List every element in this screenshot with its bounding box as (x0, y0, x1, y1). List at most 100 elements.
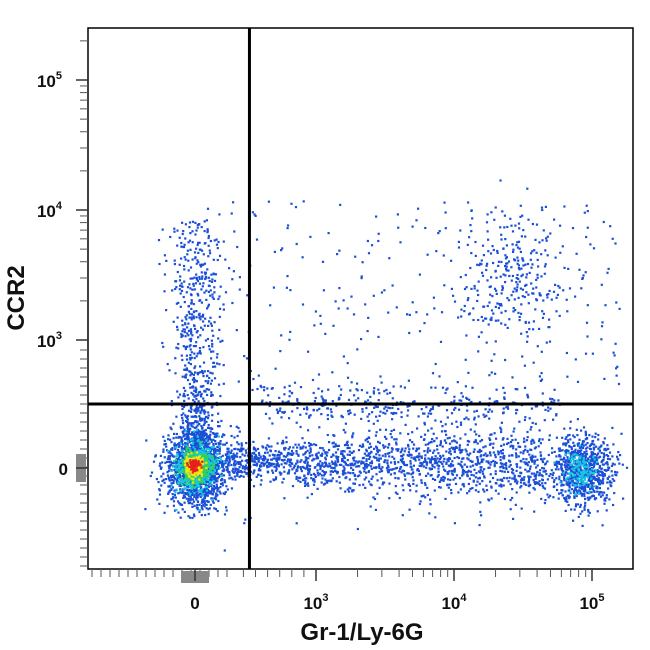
event-dot (303, 477, 306, 480)
event-dot (345, 463, 348, 466)
event-dot (523, 461, 526, 464)
event-dot (607, 487, 610, 490)
event-dot (480, 466, 483, 469)
event-dot (452, 464, 455, 467)
event-dot (272, 457, 275, 460)
event-dot (486, 304, 489, 308)
event-dot (494, 206, 497, 209)
event-dot (489, 438, 492, 442)
event-dot (263, 464, 266, 467)
event-dot (579, 466, 582, 470)
event-dot (578, 459, 581, 462)
event-dot (198, 433, 201, 436)
event-dot (352, 464, 355, 467)
event-dot (209, 447, 212, 450)
event-dot (588, 467, 591, 470)
event-dot (449, 465, 452, 468)
event-dot (176, 328, 179, 331)
event-dot (508, 274, 511, 278)
event-dot (190, 332, 193, 335)
event-dot (490, 410, 494, 413)
event-dot (191, 498, 194, 501)
event-dot (217, 475, 221, 479)
event-dot (361, 410, 364, 413)
event-dot (480, 461, 483, 464)
event-dot (488, 499, 491, 502)
event-dot (569, 452, 572, 456)
event-dot (453, 450, 456, 453)
event-dot (276, 458, 279, 461)
event-dot (423, 450, 426, 453)
event-dot (387, 470, 390, 474)
event-dot (250, 460, 254, 463)
event-dot (578, 438, 581, 441)
event-dot (171, 478, 174, 482)
event-dot (528, 478, 531, 481)
event-dot (583, 211, 586, 214)
event-dot (534, 475, 537, 478)
event-dot (466, 299, 469, 302)
event-dot (336, 444, 339, 448)
event-dot (201, 437, 204, 440)
event-dot (438, 457, 442, 461)
event-dot (309, 414, 312, 417)
event-dot (319, 322, 322, 325)
event-dot (522, 482, 525, 485)
event-dot (476, 299, 479, 303)
event-dot (577, 464, 580, 467)
event-dot (450, 287, 453, 290)
event-dot (419, 500, 422, 503)
event-dot (584, 475, 587, 478)
event-dot (385, 466, 389, 470)
event-dot (188, 428, 191, 431)
event-dot (378, 486, 381, 489)
event-dot (479, 510, 482, 513)
event-dot (206, 268, 209, 271)
event-dot (268, 404, 271, 408)
event-dot (343, 450, 346, 453)
event-dot (417, 207, 420, 210)
event-dot (502, 484, 505, 487)
event-dot (177, 301, 180, 304)
event-dot (527, 480, 530, 483)
event-dot (391, 418, 394, 421)
event-dot (360, 338, 363, 341)
event-dot (519, 486, 522, 489)
event-dot (297, 453, 300, 456)
event-dot (460, 392, 463, 395)
event-dot (589, 496, 592, 499)
event-dot (501, 287, 504, 290)
event-dot (505, 256, 508, 259)
event-dot (204, 513, 207, 517)
event-dot (437, 232, 440, 235)
event-dot (472, 450, 475, 453)
event-dot (374, 466, 377, 470)
event-dot (488, 437, 491, 440)
event-dot (193, 357, 196, 360)
event-dot (601, 494, 604, 497)
event-dot (322, 449, 325, 452)
event-dot (487, 460, 490, 463)
event-dot (410, 473, 413, 476)
event-dot (199, 371, 202, 374)
event-dot (497, 306, 500, 310)
event-dot (181, 454, 185, 457)
event-dot (517, 455, 520, 458)
event-dot (590, 458, 593, 461)
event-dot (358, 470, 361, 473)
event-dot (587, 510, 590, 513)
event-dot (492, 459, 495, 463)
event-dot (557, 447, 560, 450)
event-dot (188, 338, 191, 341)
event-dot (191, 288, 194, 291)
event-dot (204, 437, 207, 440)
event-dot (602, 452, 605, 455)
event-dot (532, 287, 535, 290)
event-dot (615, 374, 618, 377)
event-dot (383, 435, 387, 438)
event-dot (598, 482, 601, 485)
event-dot (500, 428, 503, 431)
event-dot (207, 414, 210, 417)
event-dot (266, 470, 270, 473)
event-dot (337, 444, 340, 447)
